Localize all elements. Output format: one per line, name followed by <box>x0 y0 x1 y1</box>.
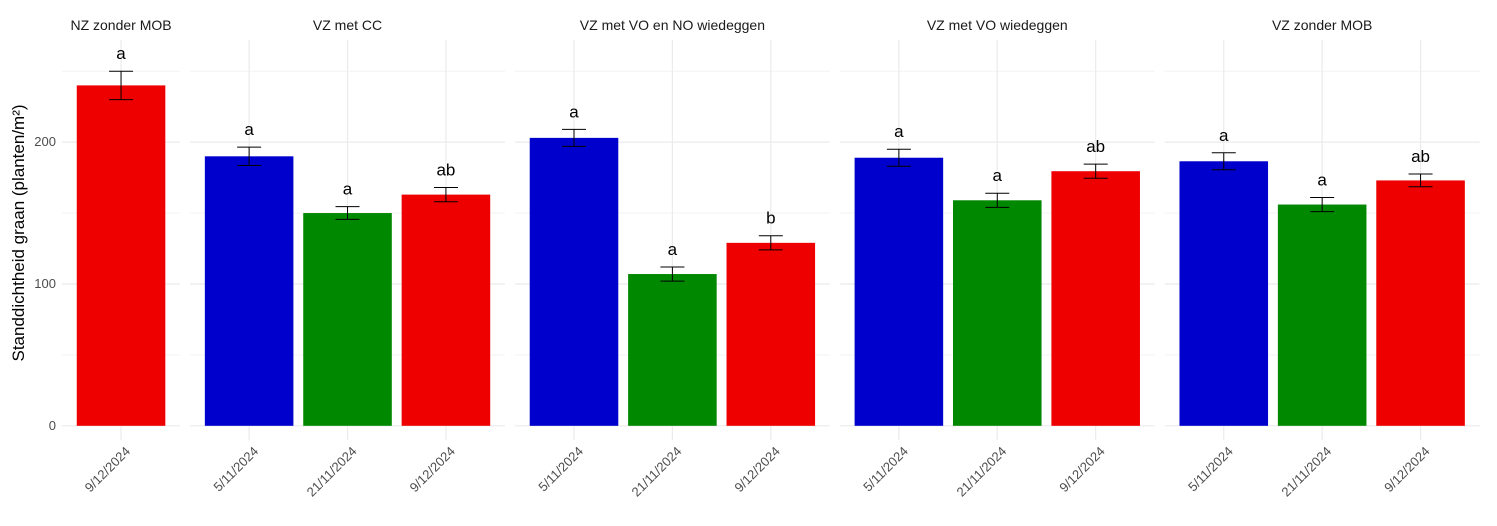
x-tick-label: 21/11/2024 <box>304 444 360 500</box>
error-bar <box>985 192 1010 208</box>
x-tick-label: 5/11/2024 <box>1185 444 1236 495</box>
bar <box>726 242 816 426</box>
bar <box>529 137 619 426</box>
error-bar <box>562 128 586 147</box>
x-tick-label: 9/12/2024 <box>1056 444 1108 496</box>
significance-label: ab <box>1411 147 1430 166</box>
x-tick-label: 9/12/2024 <box>82 444 134 496</box>
y-tick-label: 100 <box>34 276 56 291</box>
panel-title: VZ zonder MOB <box>1272 17 1372 33</box>
y-axis-label: Standdichtheid graan (planten/m²) <box>9 104 28 361</box>
x-tick-label: 5/11/2024 <box>860 444 911 495</box>
significance-label: b <box>766 209 775 228</box>
error-bar <box>1211 152 1236 171</box>
significance-label: a <box>244 120 254 139</box>
bar <box>1277 204 1367 426</box>
y-tick-label: 0 <box>49 418 56 433</box>
significance-label: a <box>993 166 1003 185</box>
error-bar <box>1408 173 1433 188</box>
y-tick-label: 200 <box>34 134 56 149</box>
error-bar <box>433 187 458 203</box>
bar <box>204 156 294 426</box>
significance-label: a <box>668 240 678 259</box>
bar <box>1179 161 1269 426</box>
bar <box>76 85 166 426</box>
significance-label: a <box>116 44 126 63</box>
error-bar <box>660 266 685 282</box>
bar <box>953 200 1042 426</box>
x-tick-label: 5/11/2024 <box>210 444 261 495</box>
x-tick-label: 9/12/2024 <box>1381 444 1433 496</box>
x-tick-label: 9/12/2024 <box>731 444 783 496</box>
significance-label: a <box>1317 170 1327 189</box>
bar <box>1051 171 1140 426</box>
x-tick-label: 21/11/2024 <box>1278 444 1334 500</box>
error-bar <box>758 235 783 251</box>
error-bar <box>237 146 262 167</box>
x-tick-label: 5/11/2024 <box>535 444 586 495</box>
bar <box>628 274 717 426</box>
error-bar <box>335 206 360 220</box>
bar <box>1376 180 1465 426</box>
panel-title: VZ met VO wiedeggen <box>927 17 1068 33</box>
x-tick-label: 9/12/2024 <box>407 444 459 496</box>
significance-label: a <box>1219 126 1229 145</box>
significance-label: ab <box>1086 137 1105 156</box>
significance-label: a <box>569 102 579 121</box>
significance-label: a <box>343 180 353 199</box>
x-tick-label: 21/11/2024 <box>953 444 1009 500</box>
panel-title: VZ met VO en NO wiedeggen <box>580 17 765 33</box>
bar <box>401 194 491 426</box>
error-bar <box>1310 196 1335 213</box>
panel-title: VZ met CC <box>313 17 382 33</box>
error-bar <box>1083 163 1108 179</box>
significance-label: a <box>894 122 904 141</box>
error-bar <box>109 70 134 101</box>
bar <box>854 157 944 426</box>
error-bar <box>886 148 911 167</box>
panel-title: NZ zonder MOB <box>70 17 171 33</box>
x-tick-label: 21/11/2024 <box>629 444 685 500</box>
significance-label: ab <box>436 161 455 180</box>
bar <box>303 213 392 426</box>
